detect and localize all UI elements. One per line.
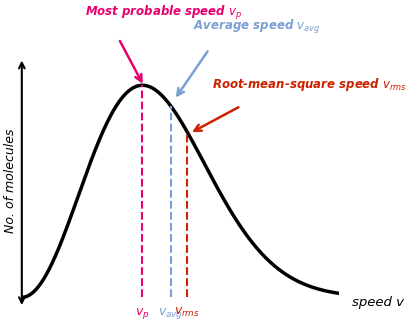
Text: Root-mean-square speed $v_{rms}$: Root-mean-square speed $v_{rms}$ [212, 76, 407, 93]
Text: $v_{rms}$: $v_{rms}$ [174, 306, 200, 319]
Text: No. of molecules: No. of molecules [4, 128, 17, 233]
Text: $v_p$: $v_p$ [135, 306, 150, 321]
Text: Most probable speed $v_p$: Most probable speed $v_p$ [85, 4, 242, 22]
Text: Average speed $v_{avg}$: Average speed $v_{avg}$ [193, 18, 321, 36]
Text: $v_{avg}$: $v_{avg}$ [159, 306, 184, 321]
Text: speed v: speed v [352, 296, 404, 309]
